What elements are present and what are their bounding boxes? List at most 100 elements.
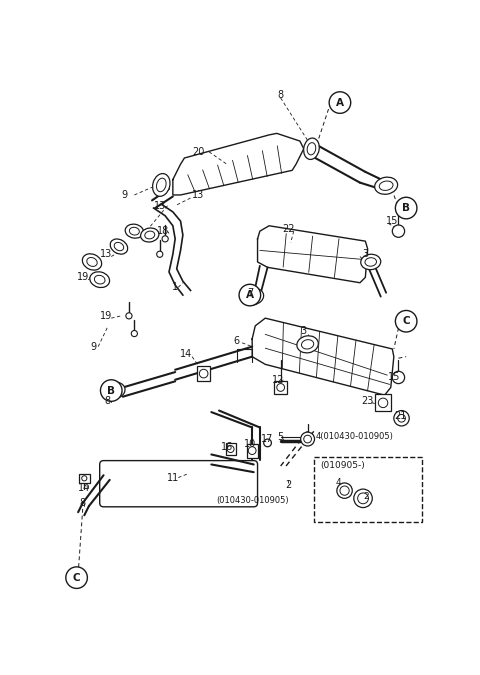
Text: 18: 18: [156, 226, 169, 236]
Text: 3: 3: [300, 326, 307, 336]
Circle shape: [358, 493, 369, 504]
Text: B: B: [402, 203, 410, 213]
Ellipse shape: [90, 272, 109, 288]
Circle shape: [392, 225, 405, 238]
Text: 2: 2: [363, 492, 369, 502]
Text: 22: 22: [282, 224, 295, 234]
Polygon shape: [252, 318, 394, 395]
Bar: [275, 381, 287, 394]
Circle shape: [396, 310, 417, 332]
Bar: [375, 394, 391, 411]
Ellipse shape: [83, 254, 102, 270]
Circle shape: [66, 567, 87, 589]
Ellipse shape: [145, 231, 155, 239]
Text: 16: 16: [221, 441, 233, 452]
Ellipse shape: [297, 335, 318, 353]
Circle shape: [248, 447, 256, 454]
Text: 23: 23: [361, 396, 374, 406]
FancyBboxPatch shape: [100, 460, 258, 507]
Ellipse shape: [125, 224, 144, 238]
Text: 15: 15: [388, 373, 400, 383]
Bar: [79, 474, 90, 483]
Ellipse shape: [375, 177, 397, 194]
Circle shape: [329, 92, 351, 113]
Circle shape: [337, 483, 352, 498]
Text: 3: 3: [362, 249, 369, 259]
Circle shape: [239, 284, 261, 306]
Circle shape: [227, 446, 234, 452]
Text: 13: 13: [100, 249, 112, 259]
Circle shape: [300, 432, 314, 446]
Ellipse shape: [141, 228, 159, 242]
Text: 19: 19: [77, 272, 89, 282]
Text: 4(010430-010905): 4(010430-010905): [315, 432, 393, 441]
Polygon shape: [173, 134, 304, 195]
Circle shape: [264, 439, 271, 447]
Ellipse shape: [110, 239, 128, 254]
Ellipse shape: [114, 242, 124, 250]
Text: 2: 2: [285, 480, 291, 490]
Bar: [314, 457, 421, 522]
Ellipse shape: [301, 340, 314, 349]
Ellipse shape: [240, 288, 264, 305]
Text: 14: 14: [78, 483, 90, 493]
Circle shape: [162, 236, 168, 242]
Text: 8: 8: [277, 90, 284, 100]
Text: A: A: [246, 290, 254, 300]
Circle shape: [394, 410, 409, 426]
Text: 8: 8: [104, 396, 110, 406]
Text: 7: 7: [247, 288, 253, 298]
Ellipse shape: [361, 254, 381, 270]
Text: 20: 20: [192, 147, 204, 157]
Text: (010430-010905): (010430-010905): [216, 496, 288, 505]
Circle shape: [392, 371, 405, 383]
Ellipse shape: [304, 138, 319, 159]
Circle shape: [131, 331, 137, 337]
Text: C: C: [73, 572, 81, 583]
Circle shape: [354, 489, 372, 508]
Circle shape: [100, 380, 122, 402]
Text: 9: 9: [90, 342, 96, 352]
Text: 13: 13: [192, 190, 204, 200]
Text: C: C: [402, 317, 410, 326]
Ellipse shape: [95, 275, 105, 284]
Ellipse shape: [156, 178, 166, 192]
Circle shape: [378, 398, 388, 408]
Circle shape: [156, 251, 163, 257]
Circle shape: [396, 197, 417, 219]
Bar: [247, 443, 258, 458]
Text: 4: 4: [336, 479, 341, 487]
Text: B: B: [107, 385, 115, 396]
Circle shape: [340, 486, 349, 495]
Circle shape: [398, 414, 406, 422]
Ellipse shape: [153, 173, 170, 196]
Ellipse shape: [365, 258, 376, 266]
Ellipse shape: [107, 386, 120, 396]
Ellipse shape: [102, 382, 125, 399]
Circle shape: [304, 435, 312, 443]
Text: 14: 14: [180, 350, 192, 359]
Text: 17: 17: [262, 434, 274, 444]
Ellipse shape: [87, 257, 97, 267]
Text: 6: 6: [234, 336, 240, 346]
Ellipse shape: [379, 181, 393, 190]
Text: 11: 11: [167, 472, 179, 483]
Ellipse shape: [130, 227, 139, 235]
Circle shape: [199, 369, 208, 378]
Bar: [197, 366, 210, 381]
Text: 15: 15: [386, 216, 398, 226]
Polygon shape: [258, 225, 368, 283]
Ellipse shape: [245, 292, 259, 301]
Text: A: A: [336, 98, 344, 107]
Text: 19: 19: [100, 311, 112, 321]
Text: 10: 10: [244, 439, 256, 450]
Circle shape: [82, 476, 87, 481]
Text: 21: 21: [394, 411, 406, 421]
Text: 12: 12: [272, 375, 285, 385]
Circle shape: [277, 383, 285, 392]
Text: (010905-): (010905-): [320, 462, 365, 470]
Text: 5: 5: [277, 432, 284, 441]
Text: 13: 13: [154, 200, 166, 211]
Text: 9: 9: [121, 190, 127, 200]
Text: 1: 1: [172, 282, 178, 292]
